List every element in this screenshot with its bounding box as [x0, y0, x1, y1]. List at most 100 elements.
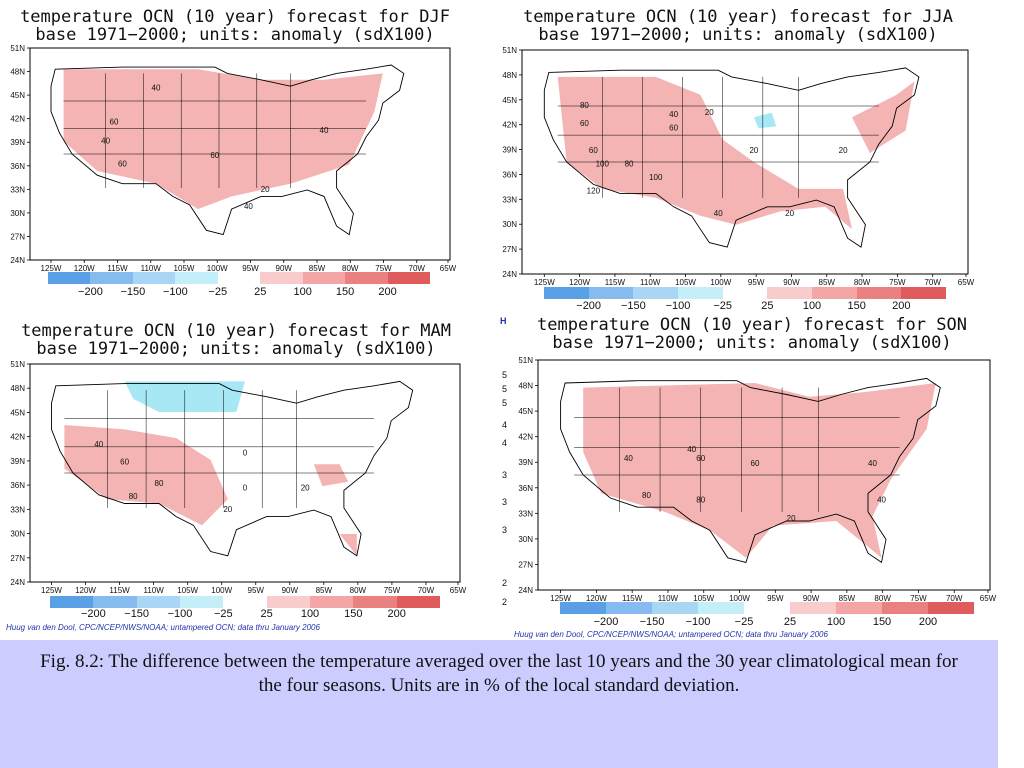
colorbar-swatch	[882, 602, 928, 614]
lat-label: 36N	[10, 481, 25, 490]
colorbar-label: −100	[685, 616, 711, 628]
stray-mark: 3	[502, 497, 508, 507]
colorbar-label: 25	[761, 300, 774, 310]
coastline	[50, 64, 405, 236]
colorbar-label: 200	[378, 286, 397, 298]
lon-label: 115W	[109, 586, 130, 595]
lon-label: 115W	[107, 264, 128, 273]
stray-mark: 5	[502, 398, 508, 408]
colorbar-label: −150	[120, 286, 146, 298]
lat-label: 39N	[502, 146, 517, 155]
lat-label: 42N	[10, 115, 25, 124]
contour-label: 0	[243, 449, 248, 458]
lat-label: 24N	[518, 586, 533, 595]
lon-label: 100W	[729, 594, 750, 603]
lat-label: 36N	[10, 162, 25, 171]
colorbar-swatch	[744, 602, 790, 614]
lat-label: 33N	[518, 509, 533, 518]
contour-label: 20	[839, 146, 848, 155]
colorbar-label: 200	[892, 300, 911, 310]
lon-label: 80W	[350, 586, 367, 595]
lat-label: 27N	[518, 560, 533, 569]
lon-label: 65W	[440, 264, 457, 273]
state-boundaries	[574, 387, 900, 512]
lon-label: 75W	[910, 594, 927, 603]
coastline	[51, 380, 414, 557]
contour-label: 0	[243, 483, 248, 492]
contour-label: 20	[749, 146, 758, 155]
lon-label: 75W	[889, 278, 906, 287]
colorbar-swatch	[179, 596, 224, 608]
lon-label: 120W	[586, 594, 607, 603]
lat-label: 24N	[502, 270, 517, 279]
lon-label: 110W	[640, 278, 661, 287]
lat-label: 24N	[10, 256, 25, 265]
colorbar-label: −25	[734, 616, 754, 628]
colorbar-label: −200	[593, 616, 619, 628]
negative-anomaly-area	[753, 112, 777, 129]
stray-mark: 2	[502, 578, 508, 588]
lat-label: 45N	[10, 91, 25, 100]
contour-label: 20	[223, 505, 232, 514]
lat-label: 42N	[10, 433, 25, 442]
lon-label: 125W	[550, 594, 571, 603]
lon-label: 90W	[783, 278, 800, 287]
positive-anomaly-area	[557, 76, 852, 230]
colorbar-label: −150	[620, 300, 646, 310]
colorbar-swatch	[901, 287, 946, 299]
lon-label: 70W	[924, 278, 941, 287]
colorbar-swatch	[175, 272, 218, 284]
lat-label: 36N	[518, 484, 533, 493]
lon-label: 90W	[282, 586, 299, 595]
state-boundaries	[63, 73, 366, 188]
contour-label: 60	[210, 151, 219, 160]
colorbar-swatch	[560, 602, 606, 614]
lat-label: 48N	[10, 384, 25, 393]
colorbar-label: −150	[124, 608, 150, 620]
lat-label: 30N	[502, 220, 517, 229]
lon-label: 100W	[710, 278, 731, 287]
colorbar-label: 200	[918, 616, 938, 628]
colorbar-label: −200	[576, 300, 602, 310]
lon-label: 85W	[819, 278, 836, 287]
contour-label: 40	[152, 83, 161, 92]
contour-label: 60	[669, 124, 678, 133]
colorbar-swatch	[811, 287, 857, 299]
lat-label: 39N	[10, 457, 25, 466]
panel-title: temperature OCN (10 year) forecast for J…	[500, 8, 988, 44]
lon-label: 105W	[177, 586, 198, 595]
lat-label: 27N	[10, 554, 25, 563]
lon-label: 65W	[958, 278, 975, 287]
contour-label: 20	[705, 108, 714, 117]
colorbar	[50, 596, 440, 608]
coastline	[560, 377, 941, 564]
colorbar-swatch	[544, 287, 589, 299]
colorbar	[48, 272, 430, 284]
lat-label: 48N	[518, 382, 533, 391]
contour-label: 40	[669, 110, 678, 119]
lat-label: 45N	[518, 407, 533, 416]
colorbar-swatch	[223, 596, 267, 608]
colorbar	[544, 287, 946, 299]
lon-label: 70W	[946, 594, 963, 603]
contour-label: 60	[118, 160, 127, 169]
lon-label: 70W	[418, 586, 435, 595]
lon-label: 120W	[569, 278, 590, 287]
title-line-2: base 1971−2000; units: anomaly (sdX100)	[552, 333, 952, 353]
panel-title: temperature OCN (10 year) forecast for D…	[0, 8, 470, 44]
lon-label: 90W	[276, 264, 293, 273]
contour-label: 20	[787, 514, 796, 523]
lon-label: 95W	[248, 586, 265, 595]
colorbar-swatch	[48, 272, 91, 284]
lat-label: 39N	[10, 138, 25, 147]
contour-label: 80	[129, 492, 138, 501]
panel-djf: temperature OCN (10 year) forecast for D…	[0, 0, 470, 310]
credit-line: Huug van den Dool, CPC/NCEP/NWS/NOAA; un…	[6, 623, 320, 632]
colorbar-label: 25	[783, 616, 797, 628]
coastline	[543, 67, 920, 248]
panel-jja: temperature OCN (10 year) forecast for J…	[500, 0, 1000, 310]
lon-label: 125W	[534, 278, 555, 287]
colorbar-swatch	[132, 272, 176, 284]
title-line-2: base 1971−2000; units: anomaly (sdX100)	[36, 339, 436, 359]
stray-mark: 3	[502, 470, 508, 480]
